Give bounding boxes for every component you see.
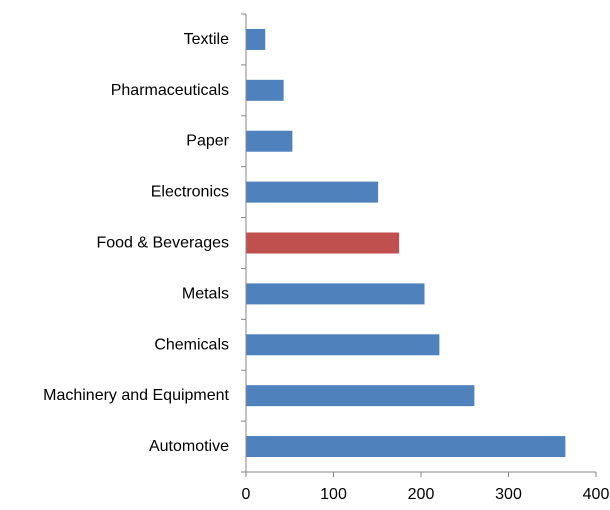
category-label: Paper bbox=[186, 133, 229, 150]
bar-pharmaceuticals bbox=[246, 79, 284, 101]
ticks bbox=[241, 13, 597, 477]
category-label: Textile bbox=[184, 31, 229, 48]
category-label: Food & Beverages bbox=[96, 235, 229, 252]
bar-machinery-and-equipment bbox=[246, 385, 475, 407]
x-tick-labels: 0 100 200 300 400 bbox=[242, 486, 610, 503]
x-tick-label: 200 bbox=[408, 486, 435, 503]
category-labels: Automotive Machinery and Equipment Chemica… bbox=[43, 31, 230, 455]
bar-textile bbox=[246, 28, 266, 50]
bars-group bbox=[246, 28, 566, 458]
x-tick-label: 100 bbox=[320, 486, 347, 503]
category-label: Pharmaceuticals bbox=[111, 82, 229, 99]
category-label: Chemicals bbox=[154, 336, 229, 353]
bar-automotive bbox=[246, 436, 566, 458]
x-tick-label: 400 bbox=[583, 486, 610, 503]
bar-food-beverages bbox=[246, 232, 400, 254]
category-label: Automotive bbox=[149, 438, 229, 455]
bar-electronics bbox=[246, 181, 379, 203]
category-label: Electronics bbox=[151, 184, 229, 201]
bar-paper bbox=[246, 130, 293, 152]
bar-chemicals bbox=[246, 334, 440, 356]
x-tick-label: 0 bbox=[242, 486, 251, 503]
bar-metals bbox=[246, 283, 425, 305]
category-label: Metals bbox=[182, 285, 229, 302]
category-label: Machinery and Equipment bbox=[43, 387, 229, 404]
x-tick-label: 300 bbox=[495, 486, 522, 503]
